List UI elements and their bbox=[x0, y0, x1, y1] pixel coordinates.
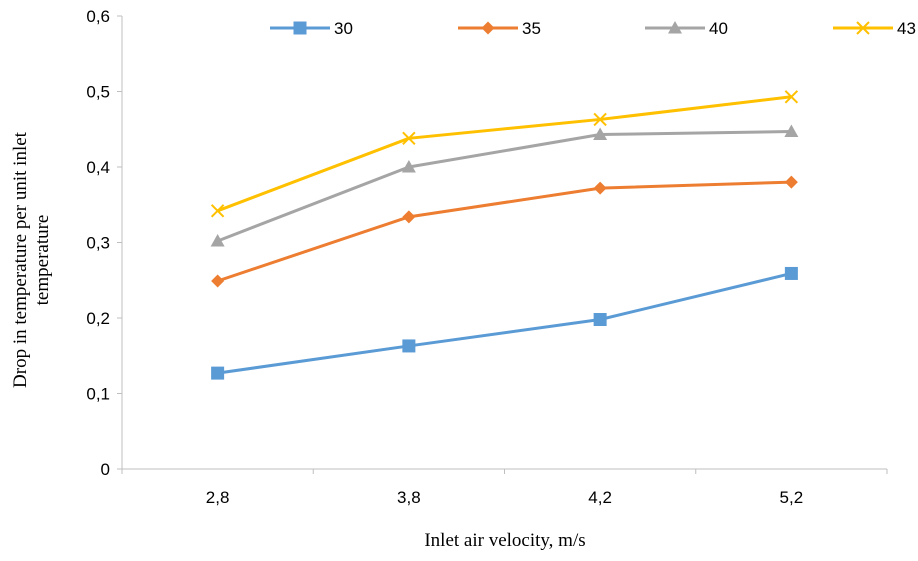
data-point-30 bbox=[593, 313, 607, 327]
legend-marker-30 bbox=[293, 21, 307, 35]
y-tick-label: 0,4 bbox=[86, 158, 110, 177]
x-tick-label: 2,8 bbox=[206, 488, 230, 507]
y-axis-title: Drop in temperature per unit inlet tempe… bbox=[10, 131, 53, 388]
y-tick-label: 0 bbox=[101, 460, 110, 479]
y-tick-label: 0,5 bbox=[86, 83, 110, 102]
x-axis-title: Inlet air velocity, m/s bbox=[424, 530, 585, 551]
y-tick-label: 0,1 bbox=[86, 385, 110, 404]
data-point-30 bbox=[402, 339, 416, 353]
legend-label-43: 43 bbox=[897, 19, 916, 38]
legend-marker-43 bbox=[856, 21, 870, 35]
data-point-30 bbox=[784, 266, 798, 280]
data-point-35 bbox=[593, 181, 607, 195]
data-point-43 bbox=[402, 131, 416, 146]
legend-label-40: 40 bbox=[709, 19, 728, 38]
x-tick-label: 5,2 bbox=[780, 488, 804, 507]
data-point-43 bbox=[593, 112, 607, 127]
data-point-40 bbox=[784, 124, 799, 138]
data-point-40 bbox=[210, 233, 225, 247]
data-point-40 bbox=[593, 127, 608, 141]
x-tick-label: 4,2 bbox=[588, 488, 612, 507]
series-line-35 bbox=[217, 180, 792, 283]
data-point-35 bbox=[402, 210, 416, 224]
series-line-40 bbox=[217, 130, 792, 243]
x-tick-label: 3,8 bbox=[397, 488, 421, 507]
y-axis-title-line-1: Drop in temperature per unit inlet bbox=[10, 131, 31, 388]
legend-label-30: 30 bbox=[334, 19, 353, 38]
y-tick-label: 0,2 bbox=[86, 309, 110, 328]
data-point-43 bbox=[784, 90, 799, 104]
legend-marker-40 bbox=[668, 21, 682, 34]
legend: 30 35 40 43 bbox=[270, 19, 916, 38]
series-line-43 bbox=[217, 95, 792, 213]
legend-marker-35 bbox=[481, 21, 495, 35]
data-point-43 bbox=[210, 204, 225, 218]
y-tick-label: 0,6 bbox=[86, 7, 110, 26]
y-axis-title-line-2: temperature bbox=[32, 215, 53, 306]
legend-label-35: 35 bbox=[522, 19, 541, 38]
data-point-30 bbox=[211, 366, 225, 380]
data-point-35 bbox=[784, 175, 798, 189]
data-point-35 bbox=[211, 274, 225, 288]
y-tick-label: 0,3 bbox=[86, 234, 110, 253]
plot-area: 0 0,1 0,2 0,3 0,4 0,5 0,6 2,8 3,8 4,2 5,2 bbox=[86, 7, 888, 507]
data-point-40 bbox=[401, 160, 416, 173]
series-line-30 bbox=[217, 271, 792, 375]
